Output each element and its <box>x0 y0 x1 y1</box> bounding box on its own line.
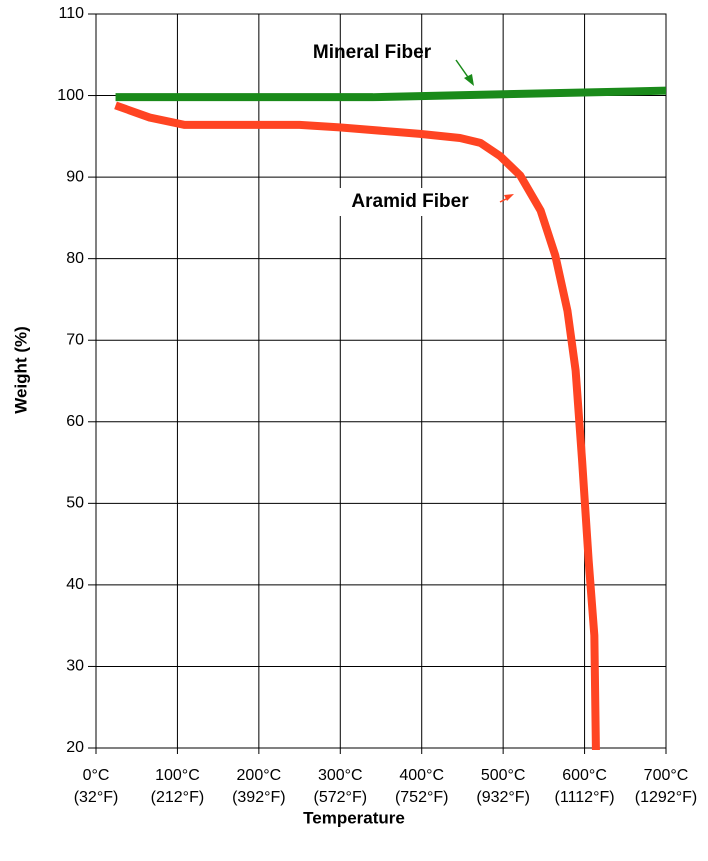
y-tick-label: 50 <box>66 495 84 512</box>
y-tick-label: 90 <box>66 168 84 185</box>
arrow-head <box>504 194 514 201</box>
x-tick-label: 200°C (392°F) <box>232 767 286 806</box>
plot-frame <box>95 13 667 749</box>
x-tick-label: 100°C (212°F) <box>150 767 205 806</box>
x-tick-label: 500°C (932°F) <box>476 767 530 806</box>
series-line <box>114 101 600 750</box>
y-tick-label: 70 <box>66 331 84 348</box>
y-tick-label: 110 <box>58 5 84 22</box>
arrow-head <box>464 74 474 86</box>
x-tick-label: 600°C (1112°F) <box>554 767 615 806</box>
grid <box>88 13 667 754</box>
y-tick-label: 60 <box>66 413 84 430</box>
y-tick-label: 80 <box>66 250 84 267</box>
x-tick-label: 700°C (1292°F) <box>634 767 698 806</box>
y-tick-label: 40 <box>66 576 84 593</box>
y-tick-label: 30 <box>66 658 84 675</box>
lines <box>114 86 667 750</box>
x-axis-label: Temperature <box>303 808 405 827</box>
y-tick-label: 100 <box>57 87 84 104</box>
x-tick-label: 300°C (572°F) <box>313 767 368 806</box>
series-label: Aramid Fiber <box>351 191 469 212</box>
label-bg <box>322 188 496 216</box>
x-tick-label: 0°C (32°F) <box>73 767 119 806</box>
y-tick-label: 20 <box>66 739 84 756</box>
x-tick-label: 400°C (752°F) <box>394 767 449 806</box>
y-axis-label: Weight (%) <box>11 326 30 414</box>
series-label: Mineral Fiber <box>313 42 432 63</box>
series-line <box>115 86 667 102</box>
